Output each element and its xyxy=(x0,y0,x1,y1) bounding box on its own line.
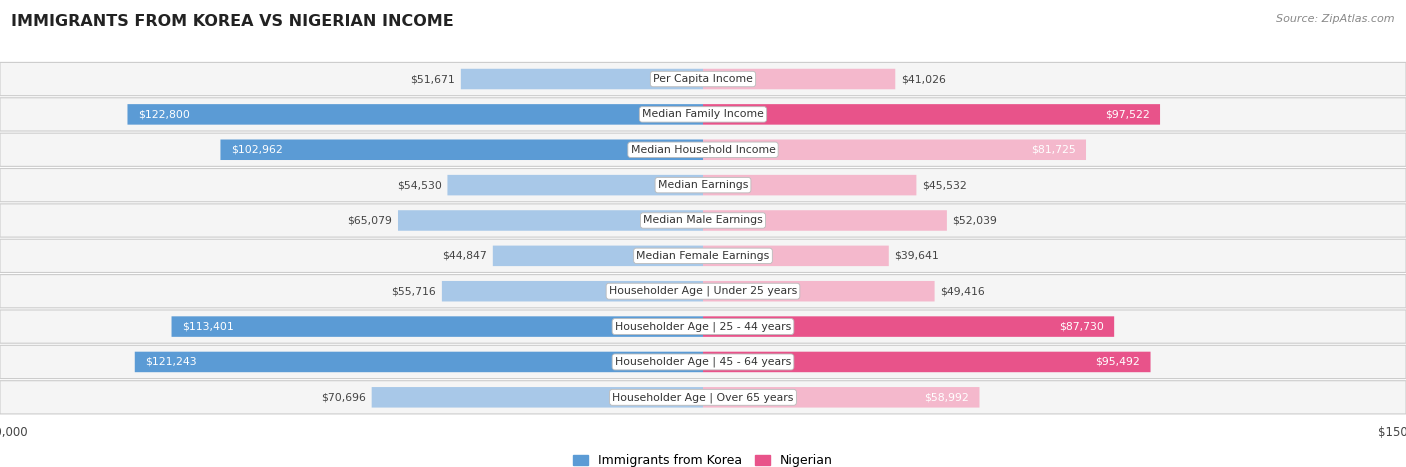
FancyBboxPatch shape xyxy=(703,69,896,89)
Text: IMMIGRANTS FROM KOREA VS NIGERIAN INCOME: IMMIGRANTS FROM KOREA VS NIGERIAN INCOME xyxy=(11,14,454,29)
FancyBboxPatch shape xyxy=(703,387,980,408)
Text: $54,530: $54,530 xyxy=(396,180,441,190)
FancyBboxPatch shape xyxy=(172,316,703,337)
FancyBboxPatch shape xyxy=(703,210,946,231)
Text: $52,039: $52,039 xyxy=(952,215,997,226)
Text: Per Capita Income: Per Capita Income xyxy=(652,74,754,84)
Text: $81,725: $81,725 xyxy=(1031,145,1076,155)
FancyBboxPatch shape xyxy=(494,246,703,266)
Text: Median Male Earnings: Median Male Earnings xyxy=(643,215,763,226)
FancyBboxPatch shape xyxy=(0,239,1406,272)
Text: Householder Age | 45 - 64 years: Householder Age | 45 - 64 years xyxy=(614,357,792,367)
FancyBboxPatch shape xyxy=(221,140,703,160)
Text: $113,401: $113,401 xyxy=(181,322,233,332)
FancyBboxPatch shape xyxy=(0,381,1406,414)
Text: $58,992: $58,992 xyxy=(924,392,969,402)
FancyBboxPatch shape xyxy=(0,345,1406,379)
Text: Source: ZipAtlas.com: Source: ZipAtlas.com xyxy=(1277,14,1395,24)
FancyBboxPatch shape xyxy=(0,204,1406,237)
Text: $44,847: $44,847 xyxy=(443,251,488,261)
FancyBboxPatch shape xyxy=(703,104,1160,125)
Text: Householder Age | Over 65 years: Householder Age | Over 65 years xyxy=(612,392,794,403)
Text: $97,522: $97,522 xyxy=(1105,109,1150,120)
FancyBboxPatch shape xyxy=(0,63,1406,96)
Text: Householder Age | Under 25 years: Householder Age | Under 25 years xyxy=(609,286,797,297)
FancyBboxPatch shape xyxy=(0,275,1406,308)
Text: $49,416: $49,416 xyxy=(941,286,986,296)
Text: Median Household Income: Median Household Income xyxy=(630,145,776,155)
Text: Median Female Earnings: Median Female Earnings xyxy=(637,251,769,261)
Text: $51,671: $51,671 xyxy=(411,74,456,84)
Text: $87,730: $87,730 xyxy=(1059,322,1104,332)
Text: $102,962: $102,962 xyxy=(231,145,283,155)
FancyBboxPatch shape xyxy=(703,352,1150,372)
FancyBboxPatch shape xyxy=(703,316,1114,337)
Text: $65,079: $65,079 xyxy=(347,215,392,226)
FancyBboxPatch shape xyxy=(0,133,1406,166)
Text: $70,696: $70,696 xyxy=(321,392,366,402)
FancyBboxPatch shape xyxy=(135,352,703,372)
FancyBboxPatch shape xyxy=(128,104,703,125)
FancyBboxPatch shape xyxy=(0,169,1406,202)
FancyBboxPatch shape xyxy=(0,98,1406,131)
Text: $121,243: $121,243 xyxy=(145,357,197,367)
Text: $55,716: $55,716 xyxy=(391,286,436,296)
FancyBboxPatch shape xyxy=(703,175,917,195)
FancyBboxPatch shape xyxy=(398,210,703,231)
Text: $39,641: $39,641 xyxy=(894,251,939,261)
Text: $122,800: $122,800 xyxy=(138,109,190,120)
FancyBboxPatch shape xyxy=(461,69,703,89)
FancyBboxPatch shape xyxy=(703,281,935,302)
FancyBboxPatch shape xyxy=(441,281,703,302)
FancyBboxPatch shape xyxy=(703,140,1085,160)
Text: $45,532: $45,532 xyxy=(922,180,967,190)
FancyBboxPatch shape xyxy=(447,175,703,195)
FancyBboxPatch shape xyxy=(371,387,703,408)
FancyBboxPatch shape xyxy=(703,246,889,266)
Legend: Immigrants from Korea, Nigerian: Immigrants from Korea, Nigerian xyxy=(568,449,838,467)
Text: $95,492: $95,492 xyxy=(1095,357,1140,367)
Text: $41,026: $41,026 xyxy=(901,74,946,84)
Text: Median Family Income: Median Family Income xyxy=(643,109,763,120)
Text: Householder Age | 25 - 44 years: Householder Age | 25 - 44 years xyxy=(614,321,792,332)
FancyBboxPatch shape xyxy=(0,310,1406,343)
Text: Median Earnings: Median Earnings xyxy=(658,180,748,190)
